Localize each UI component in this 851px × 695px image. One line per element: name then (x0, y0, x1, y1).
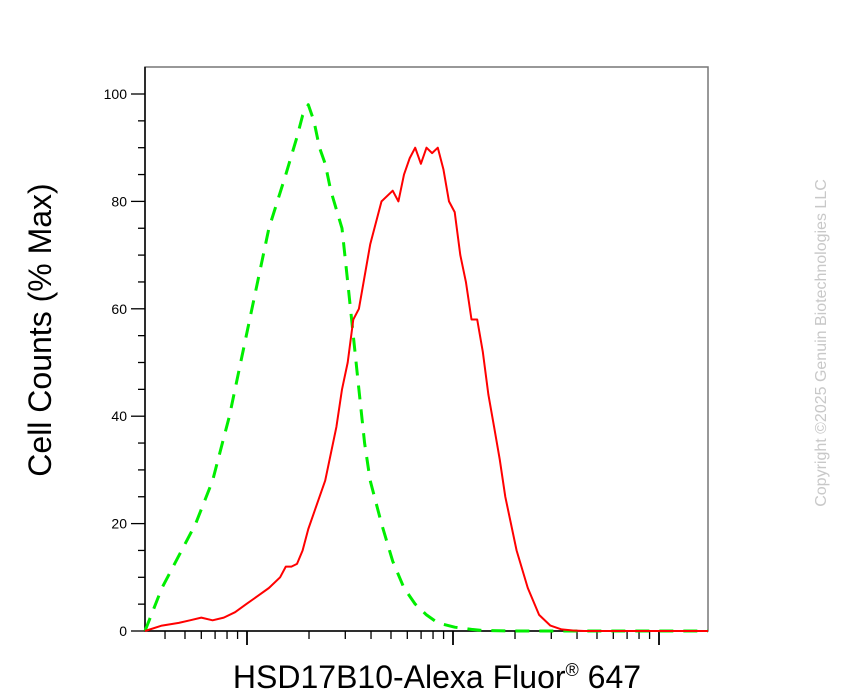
plot-frame (144, 66, 709, 632)
x-axis-title-registered: ® (566, 660, 579, 680)
y-tick-label: 20 (111, 516, 127, 532)
y-ticks: 0 20 40 60 80 100 (104, 86, 145, 639)
y-axis-title: Cell Counts (% Max) (22, 183, 58, 476)
control-histogram-dashed (143, 103, 708, 633)
series-layer (143, 103, 708, 633)
x-axis-title: HSD17B10-Alexa Fluor® 647 (233, 659, 641, 695)
sample-histogram-solid (144, 146, 708, 632)
y-tick-label: 60 (111, 301, 127, 317)
y-tick-label: 0 (119, 623, 127, 639)
y-tick-label: 80 (111, 193, 127, 209)
x-ticks (164, 631, 660, 645)
copyright-notice: Copyright ©2025 Genuin Biotechnologies L… (813, 179, 830, 507)
x-axis-title-tail: 647 (579, 659, 641, 695)
y-tick-label: 40 (111, 408, 127, 424)
x-axis-title-main: HSD17B10-Alexa Fluor (233, 659, 566, 695)
y-tick-label: 100 (104, 86, 128, 102)
